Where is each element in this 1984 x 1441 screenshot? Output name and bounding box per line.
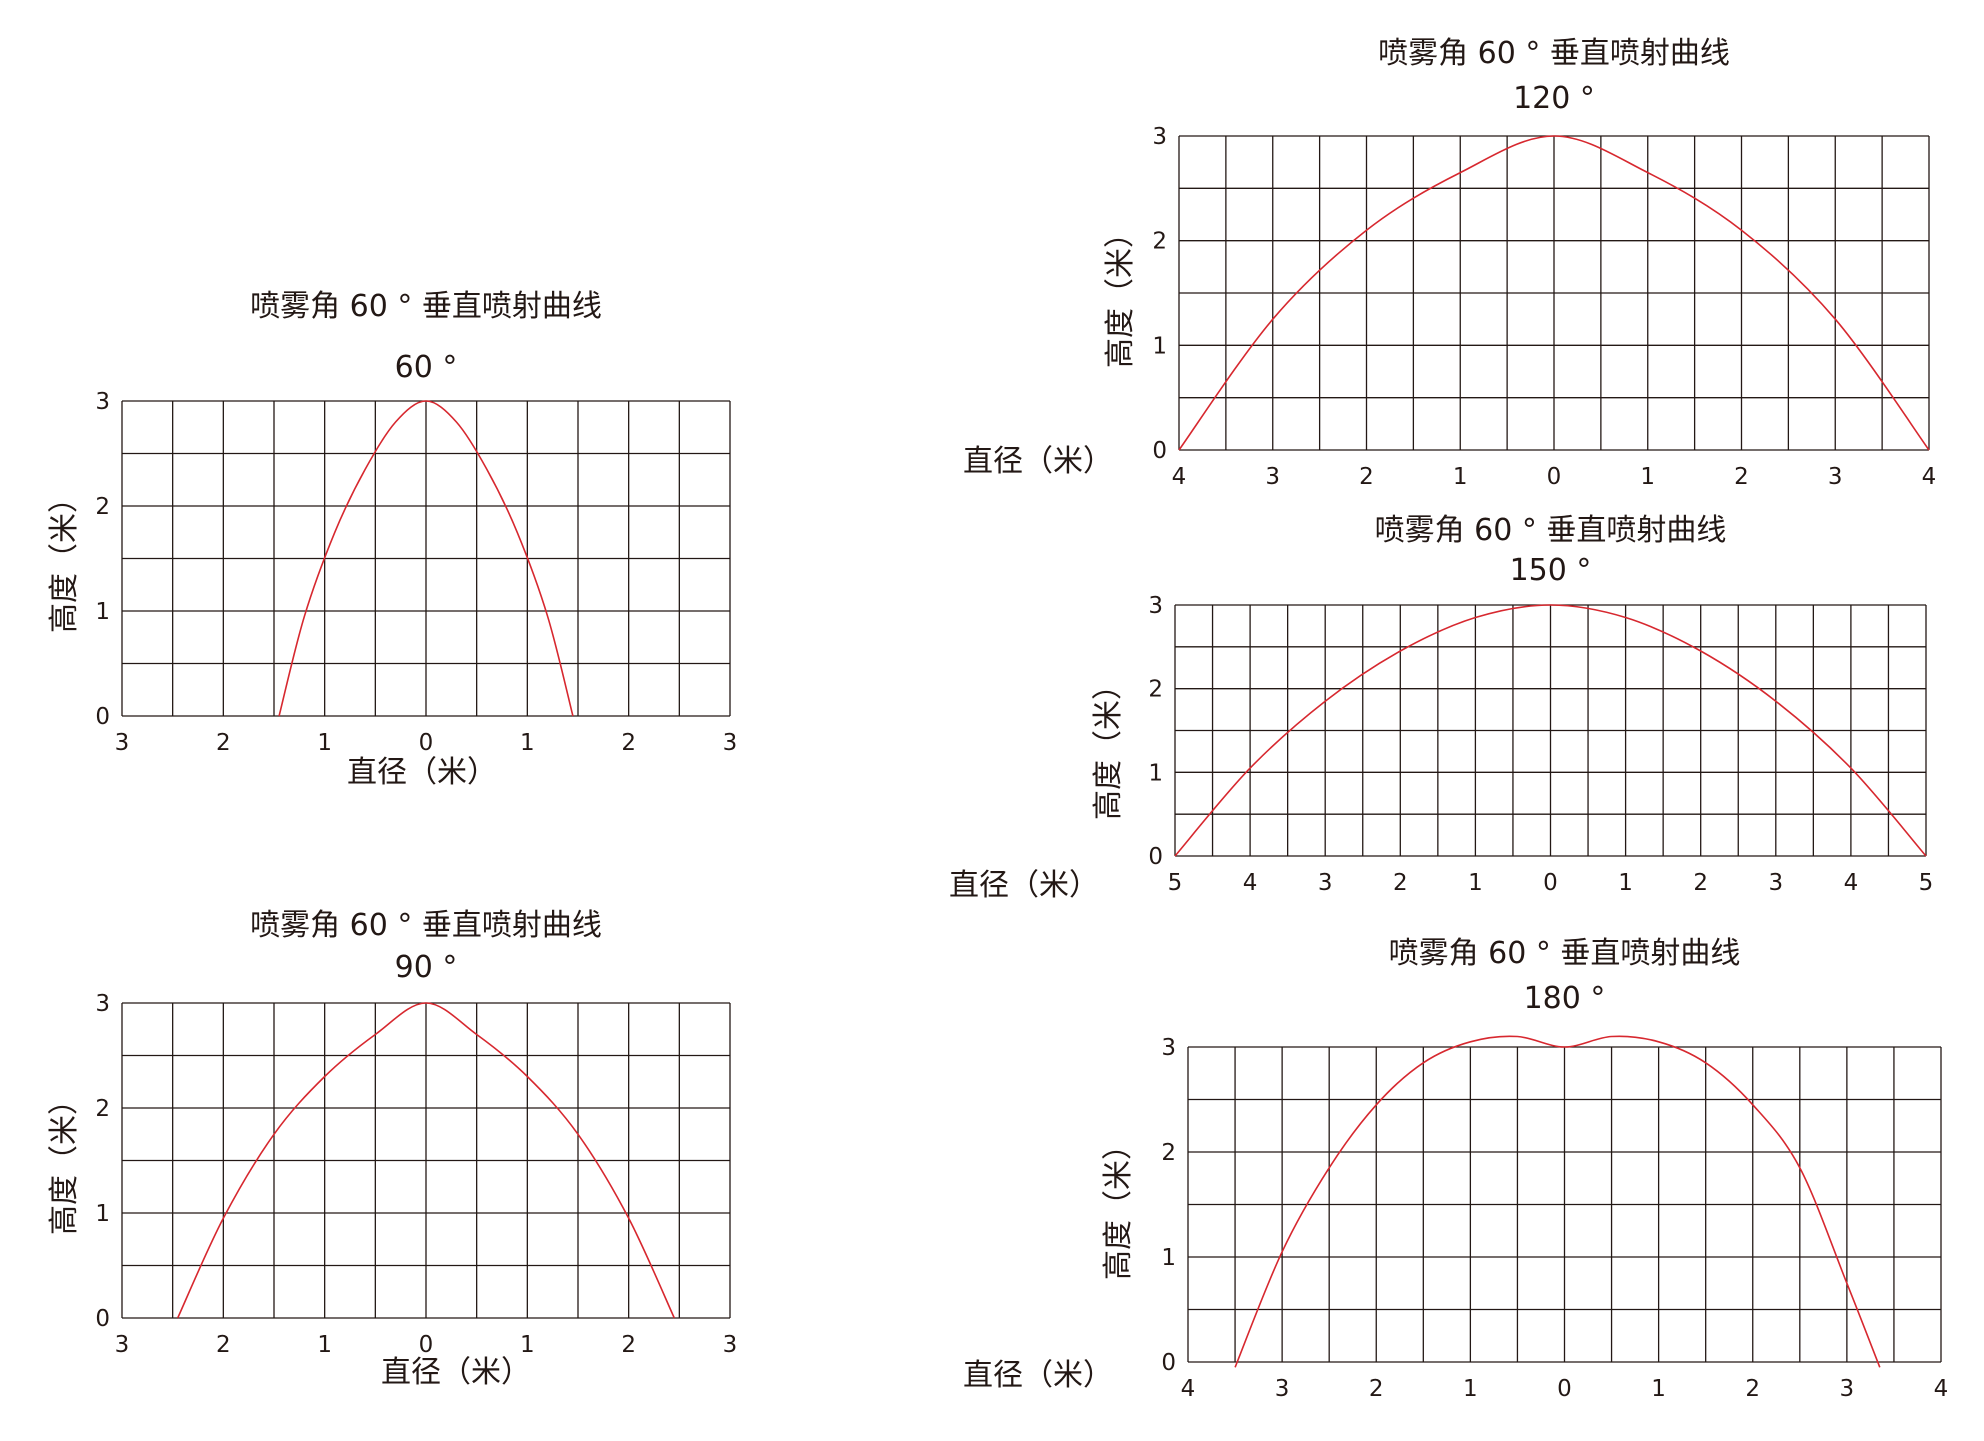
- chart-subtitle: 150 °: [1510, 553, 1592, 588]
- x-tick-label: 2: [1745, 1376, 1760, 1402]
- x-tick-label: 2: [1359, 464, 1374, 490]
- y-tick-label: 0: [1161, 1350, 1176, 1376]
- spray-curve-line: [1178, 135, 1930, 451]
- y-tick-label: 1: [1152, 333, 1167, 359]
- spray-curve-line: [278, 400, 574, 717]
- chart-subtitle: 120 °: [1513, 81, 1595, 116]
- x-tick-label: 2: [1369, 1376, 1384, 1402]
- x-tick-label: 2: [621, 730, 636, 756]
- grid: [1174, 604, 1927, 857]
- x-tick-label: 2: [1693, 870, 1708, 896]
- x-tick-label: 3: [1768, 870, 1783, 896]
- x-tick-label: 5: [1168, 870, 1183, 896]
- y-tick-label: 0: [95, 704, 110, 730]
- y-tick-label: 1: [1148, 760, 1163, 786]
- x-tick-label: 3: [1828, 464, 1843, 490]
- x-tick-label: 3: [115, 730, 130, 756]
- x-tick-label: 5: [1919, 870, 1934, 896]
- y-tick-label: 0: [1148, 844, 1163, 870]
- y-tick-label: 3: [95, 991, 110, 1017]
- chart-subtitle: 90 °: [395, 950, 458, 985]
- x-axis-label: 直径（米）: [381, 1355, 531, 1390]
- chart-subtitle: 180 °: [1524, 981, 1606, 1016]
- y-tick-label: 2: [1148, 677, 1163, 703]
- y-tick-label: 3: [1161, 1035, 1176, 1061]
- x-tick-label: 4: [1934, 1376, 1949, 1402]
- grid: [1187, 1046, 1942, 1363]
- y-tick-label: 3: [1148, 593, 1163, 619]
- chart-title: 喷雾角 60 ° 垂直喷射曲线: [1389, 936, 1741, 971]
- y-axis-label: 高度（米）: [1091, 670, 1126, 820]
- spray-curve-line: [1174, 604, 1927, 857]
- x-tick-label: 1: [520, 730, 535, 756]
- x-tick-label: 3: [723, 1332, 738, 1358]
- x-tick-label: 0: [1547, 464, 1562, 490]
- y-axis-label: 高度（米）: [47, 483, 82, 633]
- x-axis-label: 直径（米）: [949, 868, 1099, 903]
- chart-title: 喷雾角 60 ° 垂直喷射曲线: [250, 908, 602, 943]
- y-tick-label: 2: [1152, 229, 1167, 255]
- x-tick-label: 1: [1463, 1376, 1478, 1402]
- x-tick-label: 4: [1844, 870, 1859, 896]
- grid: [1178, 135, 1930, 451]
- y-tick-label: 2: [1161, 1140, 1176, 1166]
- x-tick-label: 1: [1453, 464, 1468, 490]
- x-tick-label: 0: [419, 730, 434, 756]
- x-tick-label: 3: [115, 1332, 130, 1358]
- spray-curve-line: [1234, 1035, 1881, 1368]
- y-tick-label: 1: [1161, 1245, 1176, 1271]
- y-tick-label: 0: [1152, 438, 1167, 464]
- x-tick-label: 1: [1468, 870, 1483, 896]
- y-axis-label: 高度（米）: [1103, 218, 1138, 368]
- x-tick-label: 1: [317, 1332, 332, 1358]
- x-axis-label: 直径（米）: [963, 444, 1113, 479]
- x-tick-label: 4: [1243, 870, 1258, 896]
- chart-title: 喷雾角 60 ° 垂直喷射曲线: [1378, 36, 1730, 71]
- x-axis-label: 直径（米）: [347, 755, 497, 790]
- x-tick-label: 2: [1393, 870, 1408, 896]
- x-tick-label: 1: [520, 1332, 535, 1358]
- y-tick-label: 1: [95, 599, 110, 625]
- chart-title: 喷雾角 60 ° 垂直喷射曲线: [1375, 513, 1727, 548]
- y-tick-label: 3: [95, 389, 110, 415]
- x-tick-label: 3: [1265, 464, 1280, 490]
- x-tick-label: 3: [723, 730, 738, 756]
- x-tick-label: 3: [1275, 1376, 1290, 1402]
- y-tick-label: 1: [95, 1201, 110, 1227]
- x-tick-label: 0: [1543, 870, 1558, 896]
- y-tick-label: 3: [1152, 124, 1167, 150]
- chart-title: 喷雾角 60 ° 垂直喷射曲线: [250, 289, 602, 324]
- x-tick-label: 0: [419, 1332, 434, 1358]
- x-tick-label: 2: [621, 1332, 636, 1358]
- chart-subtitle: 60 °: [395, 350, 458, 385]
- x-tick-label: 2: [216, 730, 231, 756]
- y-tick-label: 2: [95, 494, 110, 520]
- grid: [121, 400, 731, 717]
- x-tick-label: 4: [1181, 1376, 1196, 1402]
- y-axis-label: 高度（米）: [1101, 1130, 1136, 1280]
- x-tick-label: 2: [1734, 464, 1749, 490]
- x-tick-label: 4: [1172, 464, 1187, 490]
- x-tick-label: 3: [1840, 1376, 1855, 1402]
- spray-curve-line: [176, 1002, 676, 1319]
- x-tick-label: 1: [1618, 870, 1633, 896]
- x-tick-label: 3: [1318, 870, 1333, 896]
- y-tick-label: 0: [95, 1306, 110, 1332]
- x-tick-label: 2: [216, 1332, 231, 1358]
- x-tick-label: 1: [1651, 1376, 1666, 1402]
- x-tick-label: 1: [1640, 464, 1655, 490]
- x-tick-label: 1: [317, 730, 332, 756]
- y-tick-label: 2: [95, 1096, 110, 1122]
- x-tick-label: 0: [1557, 1376, 1572, 1402]
- x-tick-label: 4: [1922, 464, 1937, 490]
- x-axis-label: 直径（米）: [963, 1358, 1113, 1393]
- grid: [121, 1002, 731, 1319]
- y-axis-label: 高度（米）: [47, 1085, 82, 1235]
